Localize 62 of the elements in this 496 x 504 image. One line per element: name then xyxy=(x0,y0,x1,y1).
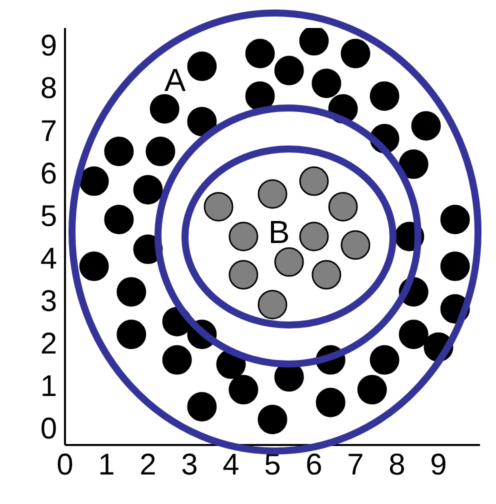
point xyxy=(398,149,428,179)
point xyxy=(274,56,304,86)
point xyxy=(204,192,234,222)
point xyxy=(328,192,358,222)
y-tick-label: 3 xyxy=(40,284,57,318)
point xyxy=(187,106,217,136)
x-tick-label: 5 xyxy=(264,448,281,482)
point xyxy=(440,204,470,234)
point xyxy=(258,290,288,320)
point xyxy=(340,230,370,260)
x-tick-label: 1 xyxy=(98,448,115,482)
point xyxy=(299,166,329,196)
x-tick-label: 4 xyxy=(222,448,240,482)
point xyxy=(245,81,275,111)
point xyxy=(104,204,134,234)
annotation: A xyxy=(164,62,186,98)
point xyxy=(245,38,275,68)
point xyxy=(316,388,346,418)
y-tick-label: 5 xyxy=(40,200,57,233)
x-tick-label: 8 xyxy=(388,448,406,482)
point xyxy=(258,179,288,209)
x-tick-label: 2 xyxy=(140,448,156,482)
x-tick-label: 9 xyxy=(430,448,447,482)
point xyxy=(133,174,163,204)
point xyxy=(187,392,217,422)
point xyxy=(116,277,146,307)
point xyxy=(299,222,329,252)
point xyxy=(116,320,146,350)
y-tick-label: 6 xyxy=(40,157,57,190)
point xyxy=(162,345,192,375)
point xyxy=(228,374,258,404)
point xyxy=(146,136,176,166)
point xyxy=(312,68,342,98)
point xyxy=(340,38,370,68)
point xyxy=(187,52,217,82)
point xyxy=(228,222,258,252)
point xyxy=(398,320,428,350)
x-tick-label: 3 xyxy=(181,448,198,482)
y-tick-label: 8 xyxy=(40,72,57,106)
y-tick-label: 2 xyxy=(40,328,57,361)
point xyxy=(150,94,180,124)
y-tick-label: 7 xyxy=(40,114,57,148)
point xyxy=(104,136,134,166)
x-tick-label: 7 xyxy=(347,448,364,482)
y-tick-label: 4 xyxy=(40,242,57,276)
y-tick-label: 1 xyxy=(40,370,57,404)
annotation: B xyxy=(268,214,290,250)
y-tick-label: 0 xyxy=(40,412,57,446)
point xyxy=(299,28,329,56)
point xyxy=(312,260,342,290)
point xyxy=(79,252,109,282)
y-tick-label: 9 xyxy=(40,30,57,63)
point xyxy=(411,111,441,141)
point xyxy=(274,247,304,277)
point xyxy=(370,345,400,375)
point xyxy=(370,81,400,111)
point xyxy=(79,166,109,196)
x-tick-label: 6 xyxy=(306,448,322,482)
point xyxy=(228,260,258,290)
point xyxy=(440,252,470,282)
point xyxy=(258,404,288,434)
point xyxy=(357,374,387,404)
